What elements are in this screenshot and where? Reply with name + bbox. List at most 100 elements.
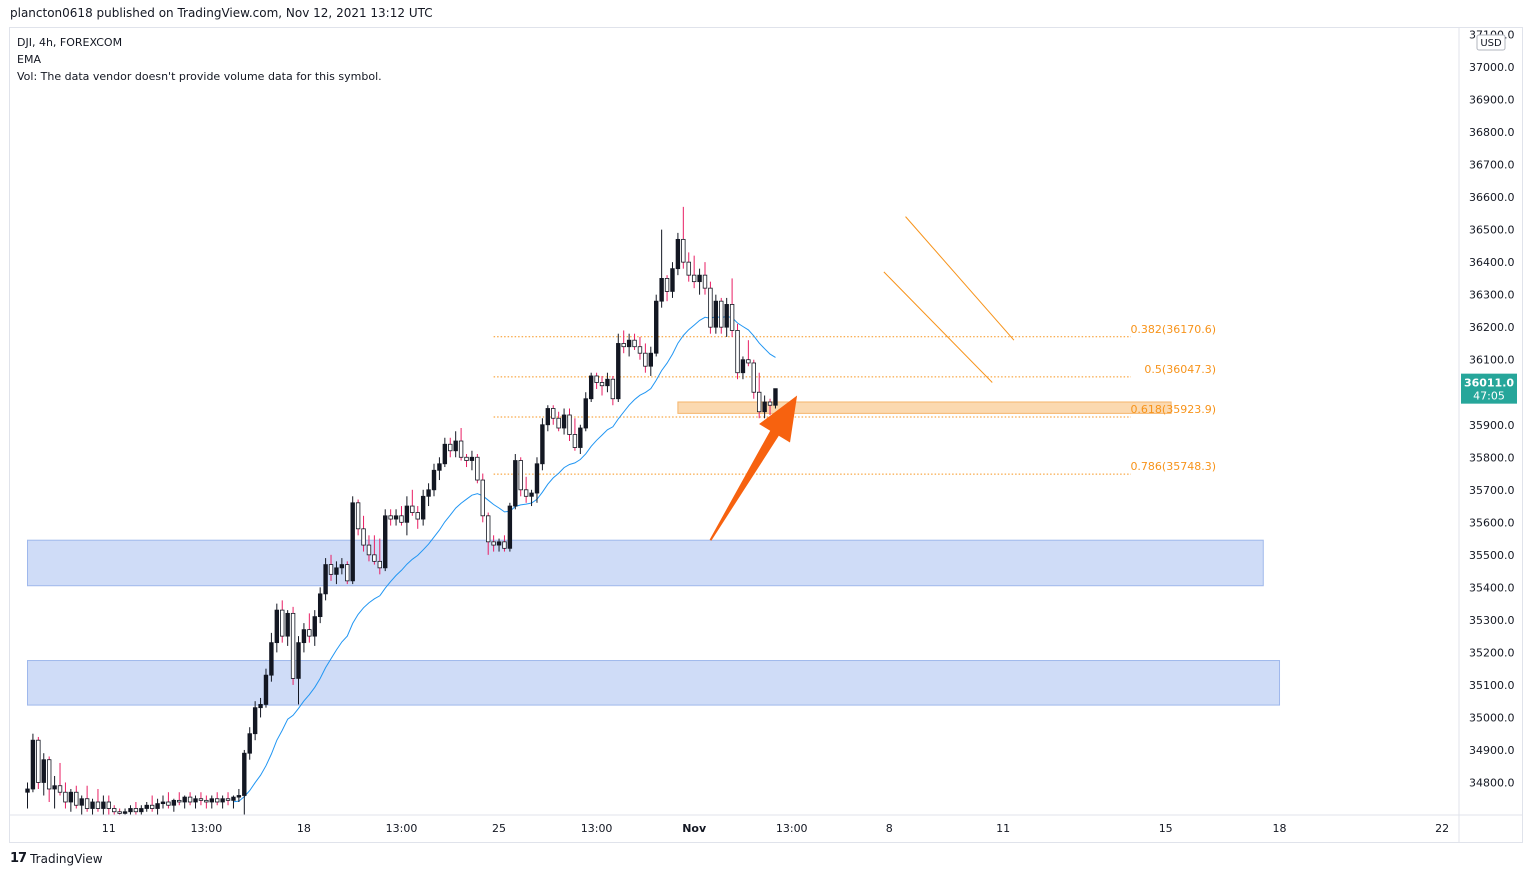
candle-body-45 — [269, 642, 274, 676]
candle-body-72 — [415, 512, 420, 520]
candle-body-29 — [182, 796, 187, 803]
y-tick-13: 35800.0 — [1469, 451, 1515, 464]
candle-body-2 — [36, 739, 41, 783]
candle-body-114 — [643, 352, 648, 367]
y-tick-9: 36200.0 — [1469, 321, 1515, 334]
channel-upper-line — [905, 216, 1015, 341]
candle-body-62 — [361, 528, 366, 546]
y-tick-19: 35200.0 — [1469, 646, 1515, 659]
candle-body-40 — [242, 752, 247, 796]
y-tick-12: 35900.0 — [1469, 419, 1515, 432]
candle-body-127 — [713, 300, 719, 328]
candle-body-104 — [588, 375, 594, 400]
candle-body-90 — [513, 460, 518, 507]
legend-symbol: DJI, 4h, FOREXCOM — [17, 36, 123, 49]
tradingview-logo-icon: 17 — [10, 851, 27, 866]
candle-body-34 — [209, 798, 214, 803]
candle-body-3 — [41, 759, 46, 783]
candles-layer — [25, 206, 778, 815]
candle-body-49 — [290, 612, 296, 679]
candle-body-50 — [296, 642, 301, 679]
y-tick-23: 34800.0 — [1469, 776, 1515, 789]
footer-brand[interactable]: TradingView — [30, 851, 103, 866]
y-tick-5: 36600.0 — [1469, 191, 1515, 204]
candle-body-28 — [177, 799, 182, 803]
candle-body-117 — [659, 278, 664, 302]
candle-body-137 — [767, 401, 773, 406]
candle-body-7 — [63, 791, 68, 803]
candle-body-10 — [79, 798, 84, 806]
candle-body-93 — [529, 492, 534, 497]
chart-legend: DJI, 4h, FOREXCOM EMA Vol: The data vend… — [17, 34, 382, 85]
candle-body-83 — [475, 456, 480, 481]
candle-body-99 — [561, 414, 567, 429]
footer: 17 TradingView — [10, 851, 103, 866]
candle-body-39 — [236, 795, 242, 798]
candle-body-134 — [751, 362, 756, 393]
candle-body-112 — [632, 339, 637, 348]
candle-body-89 — [507, 505, 513, 549]
candle-body-98 — [556, 417, 561, 429]
y-tick-3: 36800.0 — [1469, 126, 1515, 139]
x-tick-6: Nov — [682, 822, 707, 835]
y-tick-7: 36400.0 — [1469, 256, 1515, 269]
ema-layer — [233, 315, 776, 803]
channel-lower-line — [883, 271, 993, 383]
legend-indicator[interactable]: EMA — [17, 53, 41, 66]
candle-body-111 — [626, 339, 632, 348]
candle-body-133 — [746, 359, 751, 364]
x-tick-7: 13:00 — [776, 822, 808, 835]
candle-body-76 — [437, 463, 442, 471]
chart-frame[interactable] — [9, 27, 1523, 843]
currency-label: USD — [1480, 38, 1502, 49]
arrow-shape — [709, 395, 798, 541]
candle-body-87 — [496, 541, 502, 546]
x-tick-12: 22 — [1435, 822, 1449, 835]
candle-body-97 — [551, 408, 556, 419]
fib-label-3: 0.786(35748.3) — [1130, 460, 1216, 473]
candle-body-70 — [404, 505, 410, 523]
candle-body-128 — [719, 300, 724, 328]
last-price-label: 36011.0 — [1464, 377, 1514, 390]
candle-body-55 — [323, 564, 328, 595]
candle-body-0 — [25, 788, 30, 793]
zones-layer — [27, 401, 1281, 706]
candle-body-56 — [328, 564, 334, 575]
candle-body-1 — [30, 739, 36, 790]
candle-body-48 — [285, 612, 290, 637]
candle-body-16 — [112, 808, 117, 813]
candle-body-52 — [307, 629, 312, 637]
candle-body-4 — [46, 759, 52, 790]
x-tick-9: 11 — [996, 822, 1010, 835]
y-tick-15: 35600.0 — [1469, 516, 1515, 529]
candle-body-81 — [464, 456, 469, 461]
candle-body-22 — [144, 804, 149, 809]
candle-body-138 — [773, 388, 778, 406]
candle-body-71 — [410, 505, 415, 513]
x-tick-10: 15 — [1159, 822, 1173, 835]
candle-body-91 — [518, 460, 523, 491]
candle-body-44 — [263, 674, 269, 705]
candle-body-92 — [523, 489, 529, 497]
candle-body-60 — [350, 502, 355, 582]
candle-body-78 — [448, 443, 453, 452]
candle-body-5 — [52, 785, 57, 790]
candle-body-73 — [420, 495, 426, 520]
candle-body-27 — [171, 799, 177, 806]
y-tick-6: 36500.0 — [1469, 224, 1515, 237]
x-tick-2: 18 — [297, 822, 311, 835]
candle-body-130 — [729, 304, 735, 331]
currency-badge — [1476, 34, 1506, 51]
candle-body-53 — [312, 616, 317, 637]
candle-body-103 — [583, 398, 588, 429]
x-tick-5: 13:00 — [581, 822, 613, 835]
fib-levels-layer: 0.382(36170.6) 0.5(36047.3) 0.618(35923.9)… — [493, 323, 1216, 475]
candle-body-121 — [681, 238, 686, 263]
candle-body-102 — [578, 427, 583, 448]
y-tick-10: 36100.0 — [1469, 354, 1515, 367]
candle-body-84 — [480, 479, 485, 517]
fib-zone-orange — [677, 401, 1172, 414]
candle-body-113 — [637, 346, 643, 354]
candle-body-31 — [193, 798, 198, 803]
